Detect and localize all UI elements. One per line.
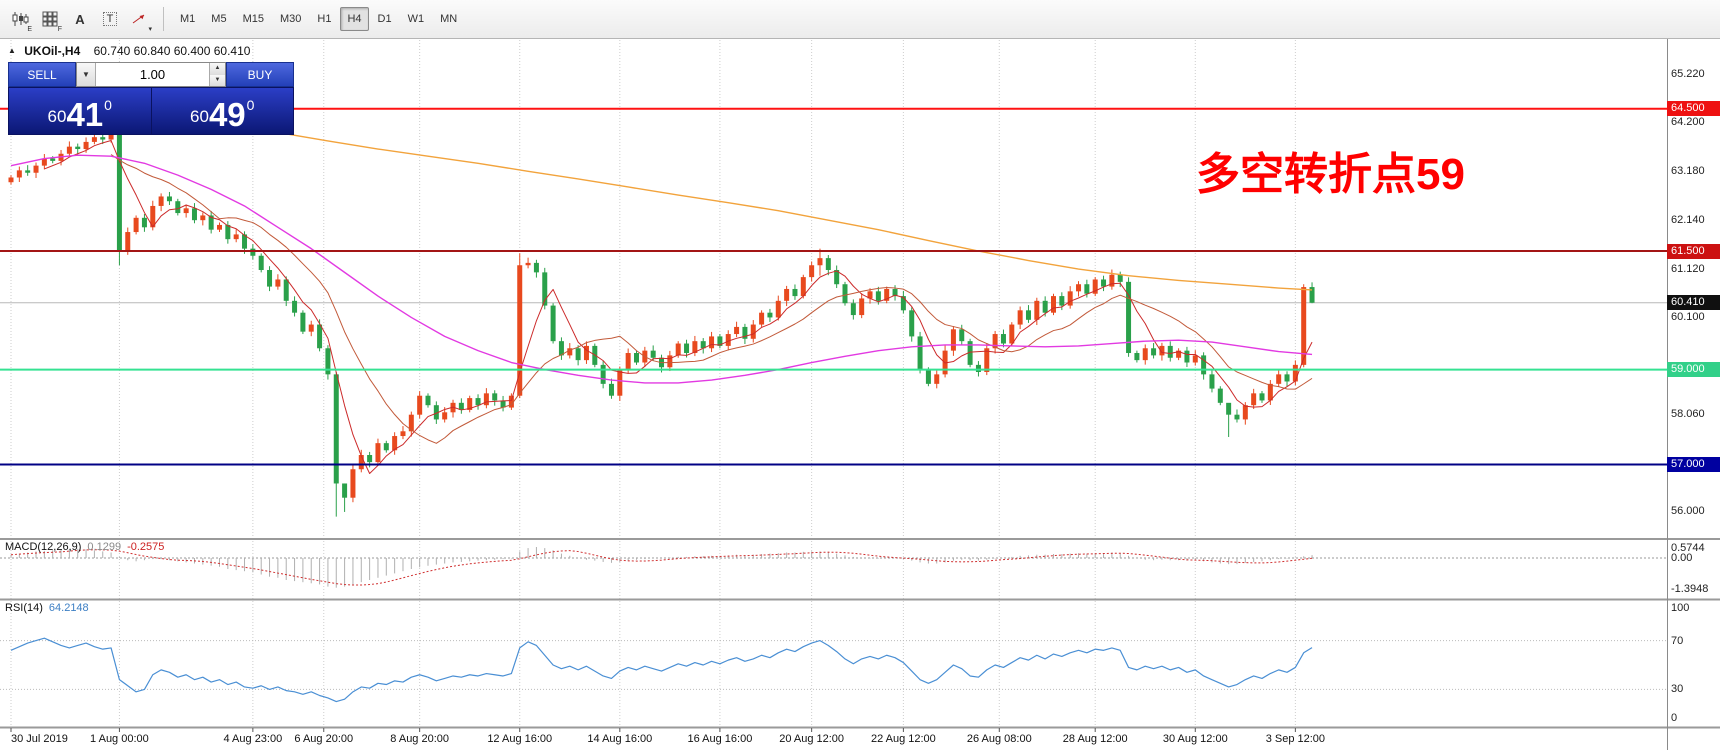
macd-indicator-label: MACD(12,26,9) 0.1299 -0.2575 — [5, 541, 164, 553]
timeframe-button-w1[interactable]: W1 — [401, 7, 432, 31]
timeframe-button-h1[interactable]: H1 — [310, 7, 338, 31]
rsi-indicator-label: RSI(14) 64.2148 — [5, 602, 89, 614]
timeframe-button-m30[interactable]: M30 — [273, 7, 308, 31]
insert-text-icon[interactable]: A — [66, 6, 94, 33]
collapse-arrow-icon[interactable]: ▲ — [8, 46, 16, 55]
chart-header: ▲ UKOil-,H4 60.740 60.840 60.400 60.410 — [8, 44, 250, 58]
drawing-tools-group: E F A T ▾ — [5, 6, 155, 33]
timeframe-toolbar: M1 M5 M15 M30 H1 H4 D1 W1 MN — [172, 7, 465, 31]
main-toolbar: E F A T ▾ M1 M5 M15 M30 H1 H4 D1 W1 MN — [0, 0, 1720, 39]
symbol-label: UKOil-,H4 — [24, 44, 81, 58]
rsi-name: RSI(14) — [5, 602, 43, 614]
timeframe-button-m15[interactable]: M15 — [236, 7, 271, 31]
buy-price-sup: 0 — [246, 97, 255, 113]
chart-annotation-text: 多空转折点59 — [1196, 150, 1465, 199]
sell-price-small: 60 — [47, 107, 67, 126]
timeframe-button-m5[interactable]: M5 — [204, 7, 233, 31]
volume-spinner: ▲ ▼ — [209, 63, 225, 86]
ohlc-values: 60.740 60.840 60.400 60.410 — [93, 44, 251, 58]
sell-price-sup: 0 — [104, 97, 112, 113]
volume-input[interactable]: 1.00 — [139, 67, 166, 82]
volume-increase-button[interactable]: ▲ — [210, 63, 225, 75]
macd-name: MACD(12,26,9) — [5, 541, 82, 553]
price-divider — [150, 88, 152, 134]
rsi-value: 64.2148 — [48, 602, 89, 614]
timeframe-button-mn[interactable]: MN — [433, 7, 464, 31]
volume-control: ▼ 1.00 ▲ ▼ — [76, 62, 226, 87]
macd-value-2: -0.2575 — [127, 541, 165, 553]
timeframe-button-d1[interactable]: D1 — [371, 7, 399, 31]
volume-decrease-button[interactable]: ▼ — [210, 74, 225, 86]
timeframe-button-h4[interactable]: H4 — [340, 7, 369, 31]
buy-price-display[interactable]: 60 49 0 — [152, 88, 294, 134]
buy-price-small: 60 — [190, 107, 209, 126]
timeframe-button-m1[interactable]: M1 — [173, 7, 202, 31]
time-axis[interactable] — [0, 728, 1667, 750]
one-click-trading-panel: SELL ▼ 1.00 ▲ ▼ BUY 60 41 0 60 49 0 — [8, 62, 294, 135]
chart-template-icon[interactable]: F — [36, 6, 64, 33]
candlestick-chart-icon[interactable]: E — [6, 6, 34, 33]
line-studies-icon[interactable]: ▾ — [126, 6, 154, 33]
price-scale[interactable] — [1667, 39, 1720, 750]
sell-price-big: 41 — [66, 95, 104, 133]
sell-button[interactable]: SELL — [8, 62, 76, 87]
sell-price-display[interactable]: 60 41 0 — [9, 88, 151, 134]
volume-dropdown-icon[interactable]: ▼ — [77, 63, 96, 86]
text-label-icon[interactable]: T — [96, 6, 124, 33]
buy-button[interactable]: BUY — [226, 62, 294, 87]
toolbar-separator — [163, 7, 164, 31]
macd-value-1: 0.1299 — [87, 541, 122, 553]
buy-price-big: 49 — [208, 95, 246, 133]
